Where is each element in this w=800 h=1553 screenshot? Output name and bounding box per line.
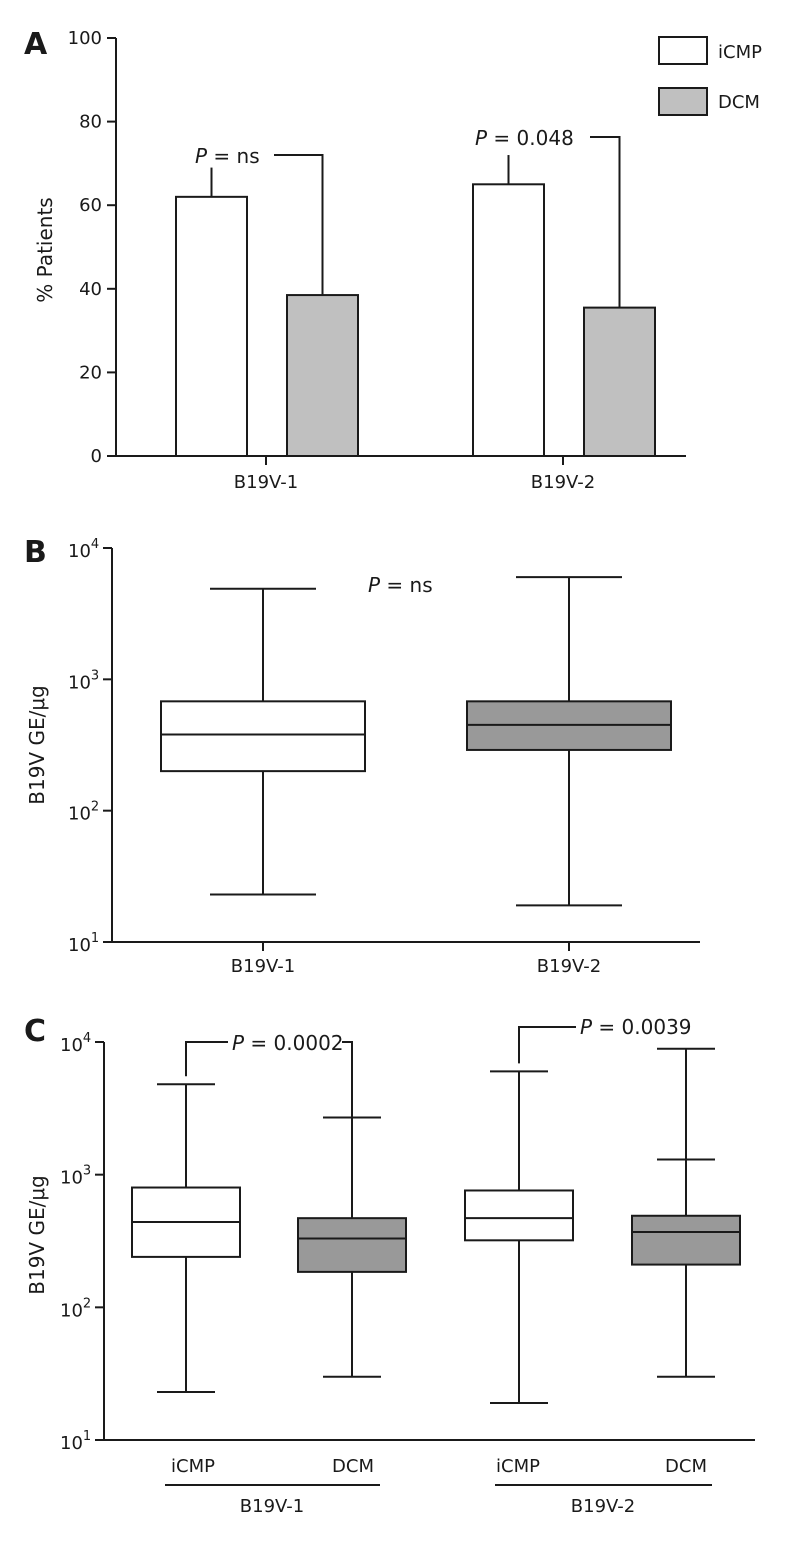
significance-bracket: [185, 1041, 228, 1077]
panel-c-p-annotation-2: P = 0.0039: [580, 1015, 692, 1039]
panel-c-x-tick-label: iCMP: [496, 1456, 540, 1477]
panel-c-y-tick-label: 103: [60, 1164, 91, 1189]
panel-c-annotations: P = 0.0002 P = 0.0039: [232, 1015, 692, 1055]
panel-c-y-ticks: 101 102 103 104: [60, 1031, 104, 1454]
panel-c-x-tick-label: iCMP: [171, 1456, 215, 1477]
panel-a-y-tick-label: 60: [79, 195, 102, 216]
panel-a-y-tick-label: 0: [91, 446, 102, 467]
significance-bracket: [590, 136, 621, 308]
panel-b-p-annotation: P = ns: [368, 573, 433, 597]
panel-b-y-tick-label: 101: [68, 931, 99, 956]
box-icmp: [464, 1189, 574, 1242]
panel-a-legend: iCMP DCM: [658, 36, 762, 116]
legend-label-dcm: DCM: [718, 92, 760, 113]
panel-a-letter: A: [24, 27, 48, 62]
panel-b-x-tick-label: B19V-1: [231, 956, 295, 977]
box-dcm: [631, 1214, 741, 1266]
significance-bracket: [274, 154, 324, 296]
bar-dcm: [286, 294, 359, 457]
panel-b-y-axis-label: B19V GE/μg: [25, 685, 49, 805]
panel-a-annotations: P = ns P = 0.048: [195, 126, 574, 168]
panel-a-y-tick-label: 80: [79, 112, 102, 133]
panel-b-letter: B: [24, 535, 47, 570]
panel-c-group-label: B19V-1: [240, 1496, 304, 1517]
panel-c-y-axis-label: B19V GE/μg: [25, 1175, 49, 1295]
panel-a-y-tick-label: 20: [79, 362, 102, 383]
bar-icmp: [472, 183, 545, 458]
significance-bracket: [342, 1041, 353, 1118]
panel-c-significance-brackets: [185, 1026, 576, 1118]
panel-b-axes: [111, 548, 700, 951]
panel-a-p-annotation-2: P = 0.048: [475, 126, 574, 150]
panel-c-boxes: [131, 1047, 741, 1405]
panel-a-p-annotation-1: P = ns: [195, 144, 260, 168]
panel-a-x-labels: B19V-1 B19V-2: [234, 472, 595, 493]
panel-b-y-tick-label: 102: [68, 800, 99, 825]
panel-c-y-tick-label: 102: [60, 1296, 91, 1321]
panel-c: C 101 102 103 104 B19V GE/μg iCMP DCM iCMP …: [24, 1014, 755, 1517]
panel-c-y-tick-label: 101: [60, 1429, 91, 1454]
legend-label-icmp: iCMP: [718, 42, 762, 63]
panel-a-y-tick-label: 40: [79, 279, 102, 300]
panel-a-significance-brackets: [274, 136, 621, 308]
box-dcm: [297, 1217, 407, 1273]
panel-b-x-labels: B19V-1 B19V-2: [231, 956, 601, 977]
panel-c-x-labels: iCMP DCM iCMP DCM B19V-1 B19V-2: [165, 1456, 712, 1517]
panel-b-boxes: [160, 576, 672, 907]
legend-swatch-icmp: [658, 36, 708, 65]
box-b19v-1: [160, 700, 366, 773]
panel-a-y-axis-label: % Patients: [33, 197, 57, 302]
panel-b-y-ticks: 101 102 103 104: [68, 537, 112, 956]
legend-swatch-dcm: [658, 87, 708, 116]
panel-c-p-annotation-1: P = 0.0002: [232, 1031, 344, 1055]
panel-c-letter: C: [24, 1014, 46, 1049]
bar-dcm: [583, 306, 656, 457]
panel-a-x-tick-label: B19V-2: [531, 472, 595, 493]
panel-c-x-tick-label: DCM: [665, 1456, 707, 1477]
panel-c-x-tick-label: DCM: [332, 1456, 374, 1477]
panel-a-y-ticks: 0 20 40 60 80 100: [68, 28, 116, 467]
panel-a-x-tick-label: B19V-1: [234, 472, 298, 493]
panel-a-bars: [175, 155, 656, 458]
bar-icmp: [175, 195, 248, 457]
panel-b-y-tick-label: 103: [68, 668, 99, 693]
significance-bracket: [518, 1026, 576, 1064]
panel-c-group-label: B19V-2: [571, 1496, 635, 1517]
panel-c-y-tick-label: 104: [60, 1031, 91, 1056]
panel-b-y-tick-label: 104: [68, 537, 99, 562]
panel-c-axes: [103, 1042, 755, 1441]
panel-a-y-tick-label: 100: [68, 28, 102, 49]
panel-b-x-tick-label: B19V-2: [537, 956, 601, 977]
